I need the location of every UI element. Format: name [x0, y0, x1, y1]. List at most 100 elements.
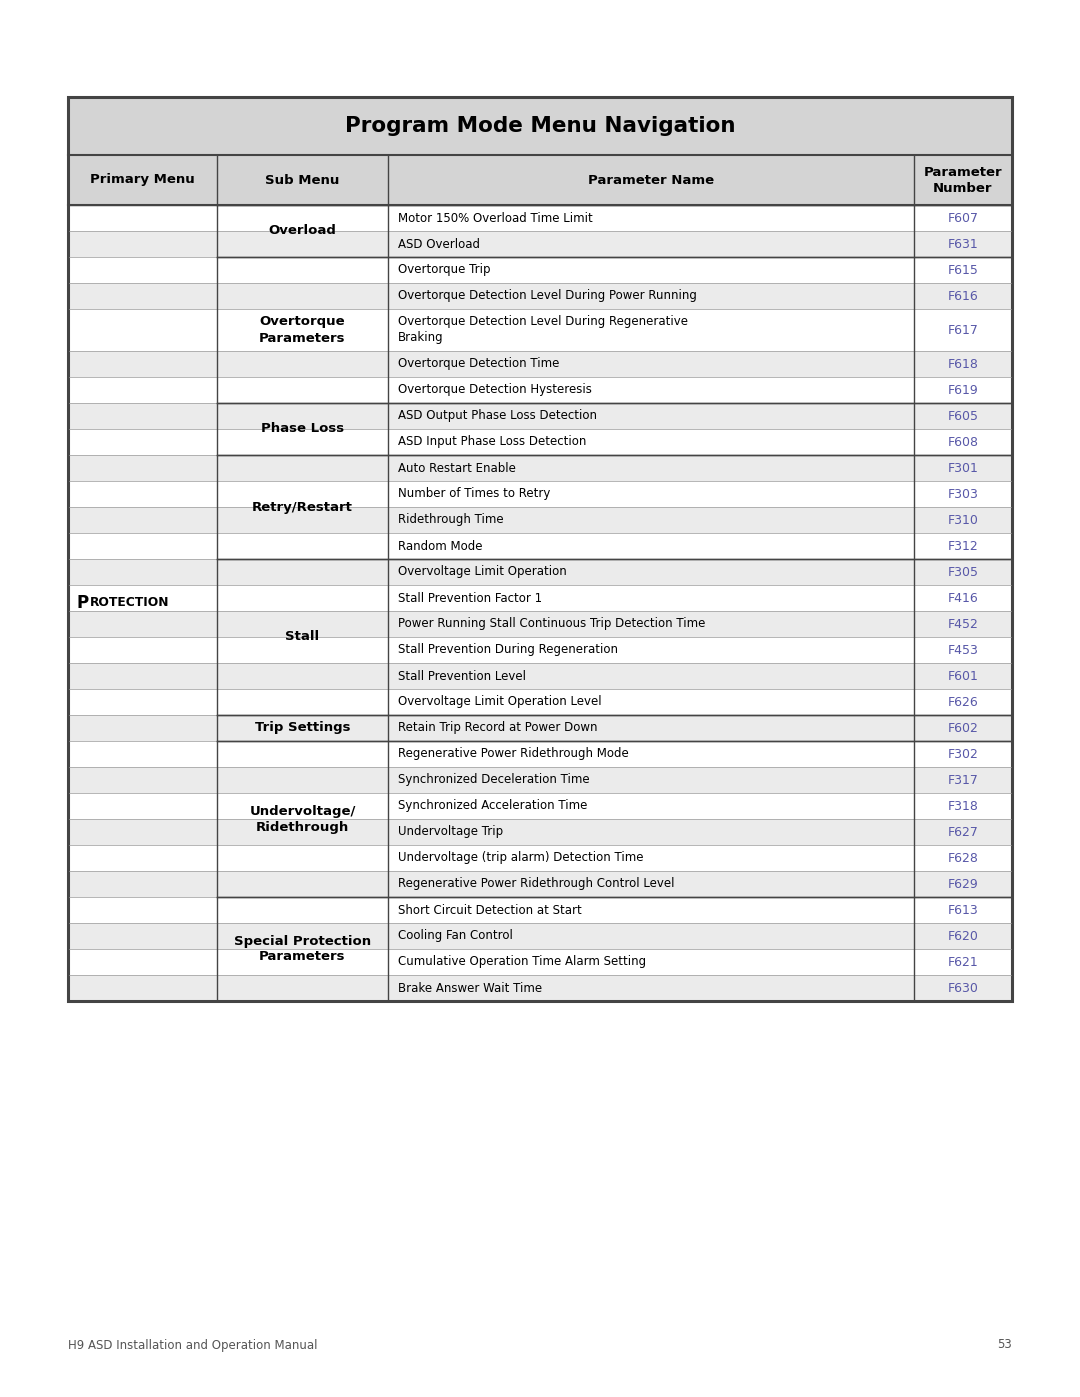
Bar: [68, 257, 1012, 284]
Text: Cumulative Operation Time Alarm Setting: Cumulative Operation Time Alarm Setting: [399, 956, 646, 968]
Bar: [68, 793, 1012, 819]
Bar: [68, 949, 1012, 975]
Text: ASD Output Phase Loss Detection: ASD Output Phase Loss Detection: [399, 409, 597, 422]
Bar: [68, 155, 1012, 205]
Text: F305: F305: [947, 566, 978, 578]
Text: Retry/Restart: Retry/Restart: [252, 500, 353, 514]
Bar: [68, 897, 1012, 923]
Bar: [68, 402, 1012, 429]
Bar: [68, 559, 1012, 585]
Text: F302: F302: [947, 747, 978, 760]
Text: 53: 53: [997, 1338, 1012, 1351]
Text: F605: F605: [947, 409, 978, 422]
Text: Overvoltage Limit Operation: Overvoltage Limit Operation: [399, 566, 567, 578]
Text: F620: F620: [947, 929, 978, 943]
Text: Brake Answer Wait Time: Brake Answer Wait Time: [399, 982, 542, 995]
Bar: [68, 870, 1012, 897]
Text: F607: F607: [947, 211, 978, 225]
Text: Trip Settings: Trip Settings: [255, 721, 350, 735]
Text: Program Mode Menu Navigation: Program Mode Menu Navigation: [345, 116, 735, 136]
Bar: [68, 585, 1012, 610]
Text: F453: F453: [947, 644, 978, 657]
Bar: [68, 284, 1012, 309]
Text: F416: F416: [947, 591, 978, 605]
Text: F617: F617: [947, 324, 978, 337]
Text: ROTECTION: ROTECTION: [90, 597, 170, 609]
Bar: [68, 205, 1012, 231]
Bar: [68, 975, 1012, 1002]
Text: Power Running Stall Continuous Trip Detection Time: Power Running Stall Continuous Trip Dete…: [399, 617, 705, 630]
Text: Auto Restart Enable: Auto Restart Enable: [399, 461, 516, 475]
Text: F627: F627: [947, 826, 978, 838]
Text: Overtorque Detection Level During Regenerative
Braking: Overtorque Detection Level During Regene…: [399, 316, 688, 345]
Text: F601: F601: [947, 669, 978, 683]
Text: Stall: Stall: [285, 630, 320, 644]
Bar: [68, 689, 1012, 715]
Text: F613: F613: [947, 904, 978, 916]
Text: F615: F615: [947, 264, 978, 277]
Text: Overtorque
Parameters: Overtorque Parameters: [259, 316, 346, 345]
Bar: [68, 664, 1012, 689]
Text: Stall Prevention During Regeneration: Stall Prevention During Regeneration: [399, 644, 618, 657]
Text: Stall Prevention Level: Stall Prevention Level: [399, 669, 526, 683]
Bar: [68, 767, 1012, 793]
Text: F619: F619: [947, 384, 978, 397]
Text: Retain Trip Record at Power Down: Retain Trip Record at Power Down: [399, 721, 597, 735]
Text: ASD Overload: ASD Overload: [399, 237, 480, 250]
Text: F310: F310: [947, 514, 978, 527]
Bar: [68, 740, 1012, 767]
Text: Regenerative Power Ridethrough Control Level: Regenerative Power Ridethrough Control L…: [399, 877, 675, 890]
Text: F631: F631: [947, 237, 978, 250]
Text: F452: F452: [947, 617, 978, 630]
Text: Overtorque Detection Time: Overtorque Detection Time: [399, 358, 559, 370]
Text: ASD Input Phase Loss Detection: ASD Input Phase Loss Detection: [399, 436, 586, 448]
Text: Overtorque Detection Level During Power Running: Overtorque Detection Level During Power …: [399, 289, 697, 303]
Text: F616: F616: [947, 289, 978, 303]
Text: Undervoltage Trip: Undervoltage Trip: [399, 826, 503, 838]
Text: F618: F618: [947, 358, 978, 370]
Bar: [68, 377, 1012, 402]
Bar: [68, 507, 1012, 534]
Text: Stall Prevention Factor 1: Stall Prevention Factor 1: [399, 591, 542, 605]
Text: F628: F628: [947, 852, 978, 865]
Text: F629: F629: [947, 877, 978, 890]
Bar: [68, 309, 1012, 351]
Text: Ridethrough Time: Ridethrough Time: [399, 514, 503, 527]
Bar: [68, 923, 1012, 949]
Text: F303: F303: [947, 488, 978, 500]
Text: F602: F602: [947, 721, 978, 735]
Bar: [68, 534, 1012, 559]
Bar: [68, 715, 1012, 740]
Text: Synchronized Deceleration Time: Synchronized Deceleration Time: [399, 774, 590, 787]
Bar: [68, 231, 1012, 257]
Text: Short Circuit Detection at Start: Short Circuit Detection at Start: [399, 904, 582, 916]
Text: P: P: [76, 594, 89, 612]
Text: F312: F312: [947, 539, 978, 552]
Text: Special Protection
Parameters: Special Protection Parameters: [234, 935, 372, 964]
Text: Regenerative Power Ridethrough Mode: Regenerative Power Ridethrough Mode: [399, 747, 629, 760]
Text: F608: F608: [947, 436, 978, 448]
Text: Overtorque Trip: Overtorque Trip: [399, 264, 490, 277]
Text: Overtorque Detection Hysteresis: Overtorque Detection Hysteresis: [399, 384, 592, 397]
Text: H9 ASD Installation and Operation Manual: H9 ASD Installation and Operation Manual: [68, 1338, 318, 1351]
Text: Undervoltage (trip alarm) Detection Time: Undervoltage (trip alarm) Detection Time: [399, 852, 644, 865]
Text: Sub Menu: Sub Menu: [266, 173, 340, 187]
Bar: [68, 455, 1012, 481]
Text: F621: F621: [947, 956, 978, 968]
Text: Primary Menu: Primary Menu: [90, 173, 194, 187]
Text: F630: F630: [947, 982, 978, 995]
Text: F626: F626: [947, 696, 978, 708]
Bar: [68, 637, 1012, 664]
Text: Motor 150% Overload Time Limit: Motor 150% Overload Time Limit: [399, 211, 593, 225]
Text: Overload: Overload: [269, 225, 337, 237]
Text: Undervoltage/
Ridethrough: Undervoltage/ Ridethrough: [249, 805, 355, 834]
Text: Random Mode: Random Mode: [399, 539, 483, 552]
Bar: [68, 96, 1012, 1002]
Text: Parameter
Number: Parameter Number: [923, 165, 1002, 194]
Bar: [68, 481, 1012, 507]
Bar: [68, 351, 1012, 377]
Text: Overvoltage Limit Operation Level: Overvoltage Limit Operation Level: [399, 696, 602, 708]
Bar: [68, 610, 1012, 637]
Bar: [68, 429, 1012, 455]
Bar: [68, 845, 1012, 870]
